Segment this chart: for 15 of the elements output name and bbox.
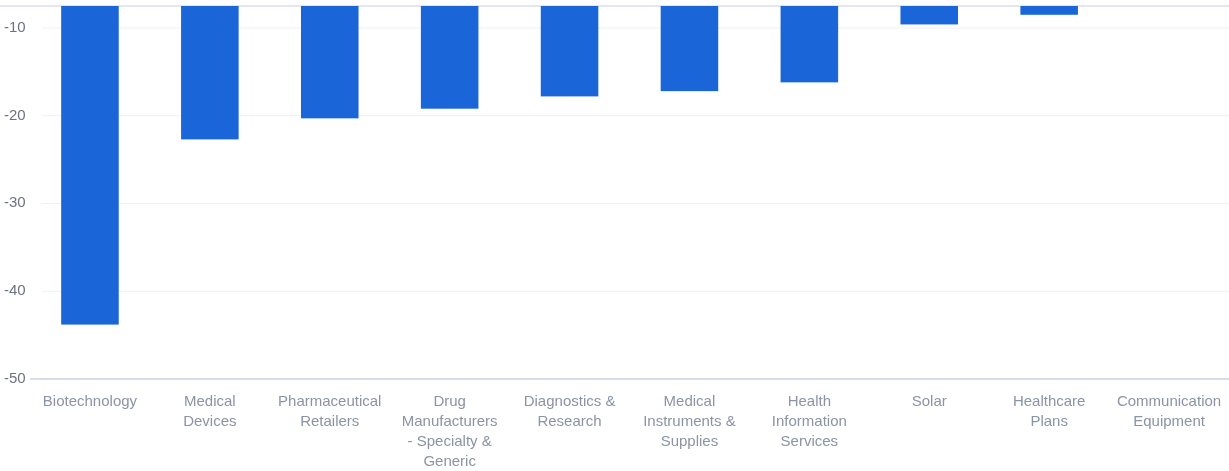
x-tick-label: Solar [911, 392, 947, 409]
x-tick-label: Medical Instruments & Supplies [643, 392, 736, 449]
x-tick-label: Drug Manufacturers - Specialty & Generic [401, 392, 498, 469]
y-tick-label: -10 [4, 17, 26, 35]
x-tick-label: Health Information Services [771, 392, 847, 449]
x-tick-label: Pharmaceutical Retailers [278, 392, 382, 429]
y-tick-label: -50 [4, 368, 26, 386]
y-tick-label: -20 [4, 105, 26, 123]
x-tick-label: Communication Equipment [1116, 392, 1222, 429]
y-tick-label: -30 [4, 193, 26, 211]
y-tick-label: -40 [4, 281, 26, 299]
x-tick-label: Biotechnology [42, 392, 138, 409]
x-tick-label: Medical Devices [183, 392, 237, 429]
x-tick-label: Diagnostics & Research [523, 392, 616, 429]
x-tick-label: Healthcare Plans [1012, 392, 1086, 429]
